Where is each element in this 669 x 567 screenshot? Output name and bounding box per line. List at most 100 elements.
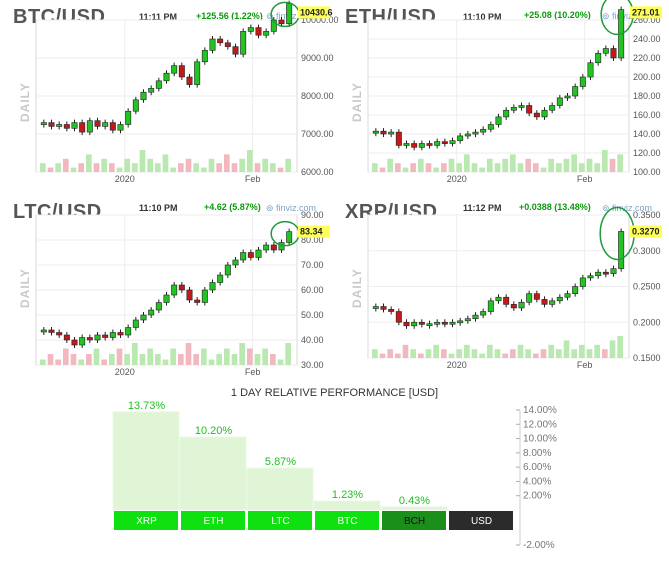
category-label: BCH bbox=[404, 516, 425, 527]
volume-bar bbox=[47, 354, 54, 365]
candle-body bbox=[232, 259, 239, 266]
volume-bar bbox=[40, 359, 46, 365]
volume-bar bbox=[410, 163, 416, 172]
candle-body bbox=[178, 65, 185, 78]
candle-body bbox=[270, 19, 277, 32]
volume-bar bbox=[525, 349, 531, 358]
candle-body bbox=[418, 143, 425, 148]
xrp-chart: XRP/USD 11:12 PM +0.0388 (13.48%) ⊚ finv… bbox=[335, 195, 669, 385]
candle-body bbox=[388, 309, 395, 312]
brand-label: finviz.com bbox=[276, 203, 317, 213]
btc-change: +125.56 (1.22%) bbox=[196, 11, 263, 21]
volume-bar bbox=[208, 359, 215, 365]
x-tick-label: 2020 bbox=[115, 174, 135, 184]
y-tick-label: 14.00% bbox=[523, 405, 557, 416]
volume-bar bbox=[285, 158, 291, 172]
candle-body bbox=[510, 107, 517, 111]
volume-bar bbox=[540, 349, 547, 358]
volume-bar bbox=[395, 163, 401, 172]
candle-body bbox=[125, 110, 132, 125]
volume-bar bbox=[617, 336, 623, 358]
volume-bar bbox=[602, 349, 608, 358]
performance-bar bbox=[380, 506, 448, 511]
candle-body bbox=[40, 122, 47, 125]
xrp-time: 11:12 PM bbox=[463, 203, 502, 213]
y-tick-label: 12.00% bbox=[523, 419, 557, 430]
data-label: 10.20% bbox=[195, 425, 233, 437]
volume-bar bbox=[487, 158, 493, 172]
volume-bar bbox=[579, 163, 585, 172]
volume-bar bbox=[86, 354, 92, 365]
candle-body bbox=[549, 300, 556, 305]
candle-body bbox=[564, 293, 571, 298]
volume-bar bbox=[586, 158, 593, 172]
candle-body bbox=[595, 271, 602, 277]
y-tick-label: 100.00 bbox=[633, 167, 661, 177]
candle-body bbox=[255, 249, 262, 258]
y-tick-label: 220.00 bbox=[633, 53, 661, 63]
volume-bar bbox=[162, 154, 169, 172]
volume-bar bbox=[132, 163, 138, 172]
candle-body bbox=[518, 301, 525, 309]
xrp-plot: 0.1500 0.2000 0.2500 0.3000 0.3500 2020 Feb 0.3… bbox=[367, 206, 662, 370]
ltc-change: +4.62 (5.87%) bbox=[204, 202, 261, 212]
candle-body bbox=[63, 334, 70, 341]
candle-body bbox=[117, 332, 124, 336]
volume-bar bbox=[494, 163, 501, 172]
volume-bar bbox=[617, 154, 623, 172]
candle-body bbox=[449, 321, 456, 325]
candle-body bbox=[178, 284, 185, 291]
candle-body bbox=[186, 289, 193, 301]
eth-change: +25.08 (10.20%) bbox=[524, 10, 591, 20]
candle-body bbox=[556, 296, 563, 302]
volume-bar bbox=[517, 344, 524, 358]
candle-body bbox=[171, 284, 178, 296]
volume-bar bbox=[216, 354, 222, 365]
x-tick-label: 2020 bbox=[115, 367, 135, 377]
candle-body bbox=[487, 300, 494, 312]
candle-body bbox=[526, 105, 533, 114]
brand-label: finviz.com bbox=[612, 203, 653, 213]
performance-bar bbox=[246, 467, 314, 511]
y-tick-label: 0.1500 bbox=[633, 353, 661, 363]
candle-body bbox=[533, 112, 540, 118]
volume-bar bbox=[147, 348, 153, 365]
volume-bar bbox=[533, 163, 539, 172]
volume-bar bbox=[193, 354, 199, 365]
candle-body bbox=[372, 306, 379, 309]
candle-body bbox=[140, 314, 147, 321]
volume-bar bbox=[548, 158, 554, 172]
y-tick-label: 0.2000 bbox=[633, 317, 661, 327]
volume-bar bbox=[262, 158, 268, 172]
xrp-finviz-brand: ⊚ finviz.com bbox=[602, 203, 653, 213]
volume-bar bbox=[224, 154, 230, 172]
volume-bar bbox=[285, 343, 291, 365]
volume-bar bbox=[270, 354, 276, 365]
volume-bar bbox=[602, 150, 608, 172]
candle-body bbox=[610, 48, 617, 59]
volume-bar bbox=[464, 344, 470, 358]
volume-bar bbox=[63, 158, 69, 172]
volume-bar bbox=[40, 163, 46, 172]
volume-bar bbox=[533, 353, 539, 358]
volume-bar bbox=[372, 349, 378, 358]
eth-plot: 100.00 120.00 140.00 160.00 180.00 200.00 220.… bbox=[367, 0, 662, 184]
y-tick-label: 240.00 bbox=[633, 34, 661, 44]
candle-body bbox=[163, 294, 170, 303]
volume-bar bbox=[262, 348, 268, 365]
volume-bar bbox=[231, 163, 238, 172]
candle-body bbox=[140, 91, 147, 101]
candle-body bbox=[602, 271, 609, 275]
data-label: 1.23% bbox=[332, 489, 363, 501]
candle-body bbox=[217, 38, 224, 44]
y-tick-label: 40.00 bbox=[301, 335, 324, 345]
candle-body bbox=[240, 31, 247, 55]
volume-bar bbox=[456, 163, 462, 172]
candle-body bbox=[224, 42, 231, 47]
volume-bar bbox=[441, 349, 447, 358]
candle-body bbox=[388, 131, 395, 135]
volume-bar bbox=[510, 154, 516, 172]
volume-bar bbox=[556, 163, 562, 172]
candle-body bbox=[495, 296, 502, 302]
candle-body bbox=[572, 286, 579, 294]
